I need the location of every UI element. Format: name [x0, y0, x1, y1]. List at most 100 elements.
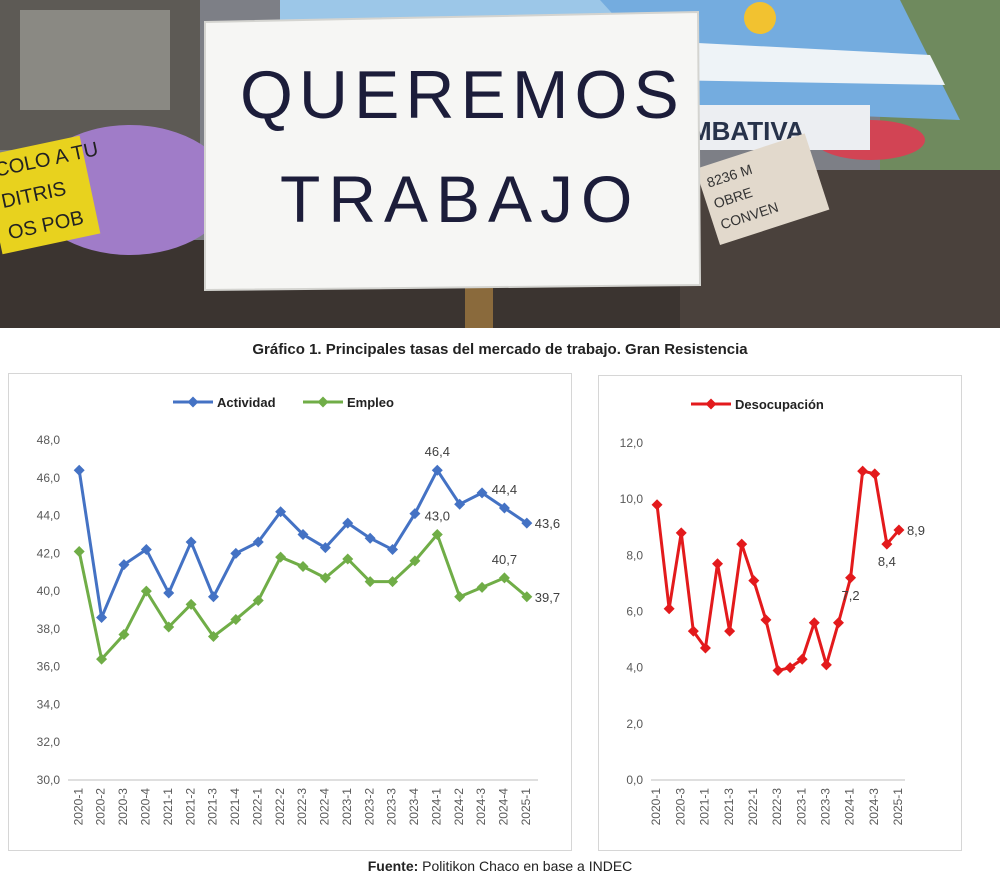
activity-employment-chart: 30,0 32,0 34,0 36,0 38,0 40,0 42,0 44,0 46,0 48,0… [37, 395, 560, 826]
right-chart-series-point-0 [857, 465, 869, 477]
right-chart-x-tick-label: 2025-1 [891, 788, 905, 826]
unemployment-chart-panel: 0,0 2,0 4,0 6,0 8,0 10,0 12,0 2020-1 2020-3 2021-… [598, 375, 962, 851]
sign-line1: QUEREMOS [240, 57, 685, 133]
left-chart-series-point-1 [207, 630, 219, 642]
right-chart-series-point-0 [651, 499, 663, 511]
left-chart-x-tick-label: 2023-3 [385, 788, 399, 826]
right-chart-series-point-0 [881, 538, 893, 550]
left-chart-series-point-0 [521, 517, 533, 529]
right-chart-y-tick-label: 0,0 [626, 773, 643, 787]
left-chart-series-point-0 [476, 487, 488, 499]
right-chart-series-point-0 [675, 527, 687, 539]
left-chart-series-point-1 [118, 629, 130, 641]
left-chart-x-tick-label: 2020-3 [116, 788, 130, 826]
right-chart-series-point-0 [832, 617, 844, 629]
right-chart-series-point-0 [808, 617, 820, 629]
left-chart-series-point-0 [252, 536, 264, 548]
left-chart-series-point-0 [498, 502, 510, 514]
right-chart-series-point-0 [796, 653, 808, 665]
left-chart-y-tick-label: 48,0 [37, 433, 61, 447]
left-chart-y-tick-label: 32,0 [37, 735, 61, 749]
left-chart-series-point-0 [118, 559, 130, 571]
left-chart-data-label: 40,7 [492, 552, 517, 567]
left-chart-data-label: 39,7 [535, 590, 560, 605]
left-chart-legend-label: Actividad [217, 395, 276, 410]
left-chart-series-point-0 [275, 506, 287, 518]
right-chart-x-tick-label: 2022-1 [746, 788, 760, 826]
building-window [20, 10, 170, 110]
right-chart-legend-marker [705, 398, 717, 410]
left-chart-series-point-1 [521, 591, 533, 603]
left-chart-x-tick-label: 2022-4 [318, 788, 332, 826]
left-chart-x-tick-label: 2020-2 [94, 788, 108, 826]
right-chart-series-point-0 [772, 664, 784, 676]
right-chart-y-tick-label: 4,0 [626, 661, 643, 675]
activity-employment-chart-panel: 30,0 32,0 34,0 36,0 38,0 40,0 42,0 44,0 46,0 48,0… [8, 373, 572, 851]
source-note: Fuente: Politikon Chaco en base a INDEC [0, 858, 1000, 874]
left-chart-series-point-0 [96, 612, 108, 624]
left-chart-y-tick-label: 40,0 [37, 584, 61, 598]
left-chart-y-tick-label: 42,0 [37, 546, 61, 560]
left-chart-series-point-1 [275, 551, 287, 563]
left-chart-x-tick-label: 2024-2 [452, 788, 466, 826]
left-chart-series-point-1 [230, 613, 242, 625]
left-chart-series-point-0 [431, 464, 443, 476]
left-chart-x-tick-label: 2023-1 [340, 788, 354, 826]
left-chart-x-tick-label: 2021-1 [161, 788, 175, 826]
left-chart-series-point-0 [319, 542, 331, 554]
left-chart-series-point-1 [364, 576, 376, 588]
left-chart-x-tick-label: 2024-3 [474, 788, 488, 826]
right-chart-y-tick-label: 12,0 [620, 436, 644, 450]
left-chart-series-point-1 [73, 545, 85, 557]
right-chart-x-tick-label: 2024-1 [843, 788, 857, 826]
left-chart-y-tick-label: 34,0 [37, 697, 61, 711]
left-chart-x-tick-label: 2022-1 [250, 788, 264, 826]
main-sign [204, 10, 702, 292]
source-label: Fuente: [367, 858, 419, 874]
right-chart-data-label: 7,2 [842, 588, 860, 603]
left-chart-series-point-0 [342, 517, 354, 529]
right-chart-y-tick-label: 2,0 [626, 717, 643, 731]
right-chart-y-tick-label: 8,0 [626, 548, 643, 562]
left-chart-y-tick-label: 38,0 [37, 622, 61, 636]
left-chart-series-point-1 [409, 555, 421, 567]
left-chart-x-tick-label: 2021-2 [183, 788, 197, 826]
right-chart-series-point-0 [736, 538, 748, 550]
right-chart-x-tick-label: 2021-1 [698, 788, 712, 826]
chart-title: Gráfico 1. Principales tasas del mercado… [252, 341, 748, 358]
right-chart-series-point-0 [712, 558, 724, 570]
right-chart-x-tick-label: 2023-3 [819, 788, 833, 826]
left-chart-data-label: 44,4 [492, 482, 517, 497]
sign-line2: TRABAJO [280, 162, 640, 236]
left-chart-x-tick-label: 2022-2 [273, 788, 287, 826]
right-chart-y-tick-label: 6,0 [626, 605, 643, 619]
left-chart-x-tick-label: 2020-1 [71, 788, 85, 826]
left-chart-x-tick-label: 2023-4 [407, 788, 421, 826]
left-chart-data-label: 46,4 [425, 444, 450, 459]
left-chart-series-point-1 [319, 572, 331, 584]
left-chart-series-point-1 [163, 621, 175, 633]
left-chart-x-tick-label: 2025-1 [519, 788, 533, 826]
left-chart-series-point-1 [476, 581, 488, 593]
left-chart-series-point-1 [185, 598, 197, 610]
left-chart-x-tick-label: 2020-4 [139, 788, 153, 826]
right-chart-series-point-0 [820, 659, 832, 671]
left-chart-series-point-1 [387, 576, 399, 588]
right-chart-x-tick-label: 2023-1 [794, 788, 808, 826]
left-chart-series-point-0 [230, 547, 242, 559]
left-chart-data-label: 43,6 [535, 516, 560, 531]
right-chart-x-tick-label: 2021-3 [722, 788, 736, 826]
right-chart-series-point-0 [760, 614, 772, 626]
right-chart-series-point-0 [699, 642, 711, 654]
right-chart-legend-label: Desocupación [735, 397, 824, 412]
left-chart-x-tick-label: 2021-3 [206, 788, 220, 826]
right-chart-data-label: 8,4 [878, 554, 896, 569]
right-chart-x-tick-label: 2022-3 [770, 788, 784, 826]
left-chart-x-tick-label: 2024-1 [429, 788, 443, 826]
left-chart-series-point-1 [140, 585, 152, 597]
left-chart-legend-marker [187, 396, 199, 408]
left-chart-y-tick-label: 44,0 [37, 509, 61, 523]
left-chart-y-tick-label: 30,0 [37, 773, 61, 787]
left-chart-legend-marker [317, 396, 329, 408]
right-chart-series-point-0 [869, 468, 881, 480]
